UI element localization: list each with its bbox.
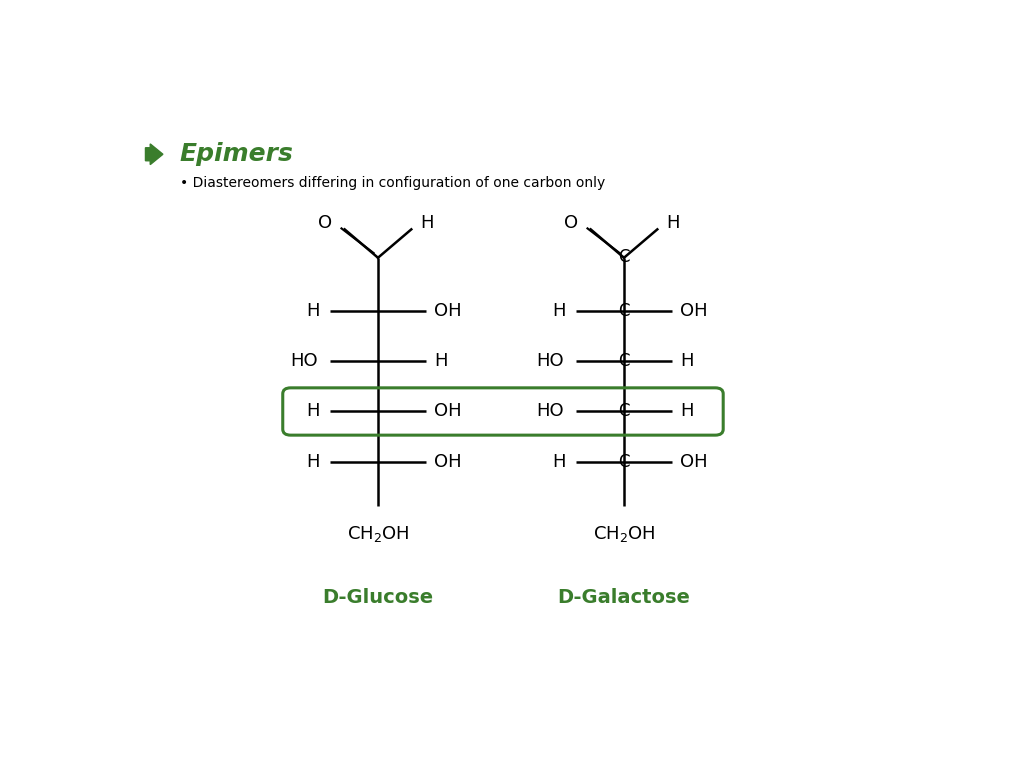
Text: OH: OH [434,402,462,421]
Text: OH: OH [434,453,462,471]
Text: H: H [306,402,319,421]
Text: HO: HO [291,353,318,370]
Text: HO: HO [537,402,564,421]
Text: H: H [306,453,319,471]
Text: H: H [421,214,434,233]
FancyArrow shape [145,144,163,164]
Text: H: H [552,302,565,320]
Text: C: C [618,453,630,471]
Text: HO: HO [537,353,564,370]
Text: CH$_2$OH: CH$_2$OH [347,525,410,545]
Text: H: H [306,302,319,320]
Text: Epimers: Epimers [179,142,294,166]
Text: OH: OH [680,453,708,471]
Text: C: C [618,353,630,370]
Text: C: C [618,302,630,320]
Text: C: C [618,247,630,266]
Text: H: H [681,402,694,421]
Text: H: H [552,453,565,471]
Text: C: C [618,402,630,421]
Text: O: O [564,214,578,233]
Text: H: H [681,353,694,370]
Text: D-Glucose: D-Glucose [323,588,433,607]
Text: OH: OH [680,302,708,320]
Text: H: H [435,353,449,370]
Text: O: O [317,214,332,233]
Text: CH$_2$OH: CH$_2$OH [593,525,655,545]
Text: H: H [667,214,680,233]
Text: D-Galactose: D-Galactose [557,588,690,607]
Text: • Diastereomers differing in configuration of one carbon only: • Diastereomers differing in configurati… [179,176,605,190]
Text: OH: OH [434,302,462,320]
